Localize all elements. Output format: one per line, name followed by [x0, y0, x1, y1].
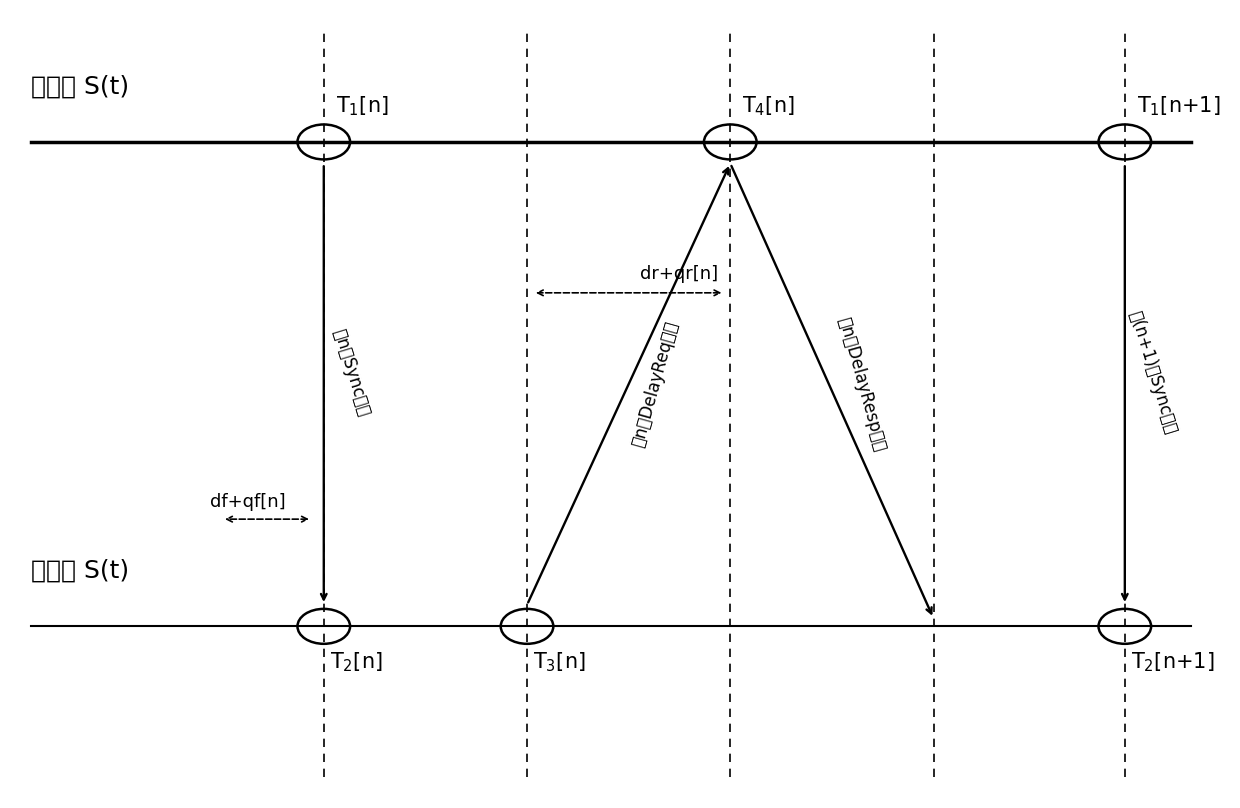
Text: T$_3$[n]: T$_3$[n]	[533, 650, 585, 674]
Text: T$_1$[n]: T$_1$[n]	[336, 95, 388, 118]
Text: T$_2$[n+1]: T$_2$[n+1]	[1131, 650, 1214, 674]
Text: 第(n+1)个Sync报文: 第(n+1)个Sync报文	[1125, 309, 1179, 436]
Text: T$_4$[n]: T$_4$[n]	[743, 95, 795, 118]
Text: 主时钟 S(t): 主时钟 S(t)	[31, 74, 129, 99]
Text: 从时钟 S(t): 从时钟 S(t)	[31, 558, 129, 583]
Text: T$_2$[n]: T$_2$[n]	[330, 650, 382, 674]
Text: 第n个DelayResp报文: 第n个DelayResp报文	[835, 315, 889, 453]
Text: 第n个DelayReq报文: 第n个DelayReq报文	[629, 319, 681, 449]
Text: T$_1$[n+1]: T$_1$[n+1]	[1137, 95, 1220, 118]
Text: dr+qr[n]: dr+qr[n]	[640, 265, 718, 284]
Text: df+qf[n]: df+qf[n]	[211, 493, 285, 511]
Text: 第n个Sync报文: 第n个Sync报文	[330, 326, 373, 418]
